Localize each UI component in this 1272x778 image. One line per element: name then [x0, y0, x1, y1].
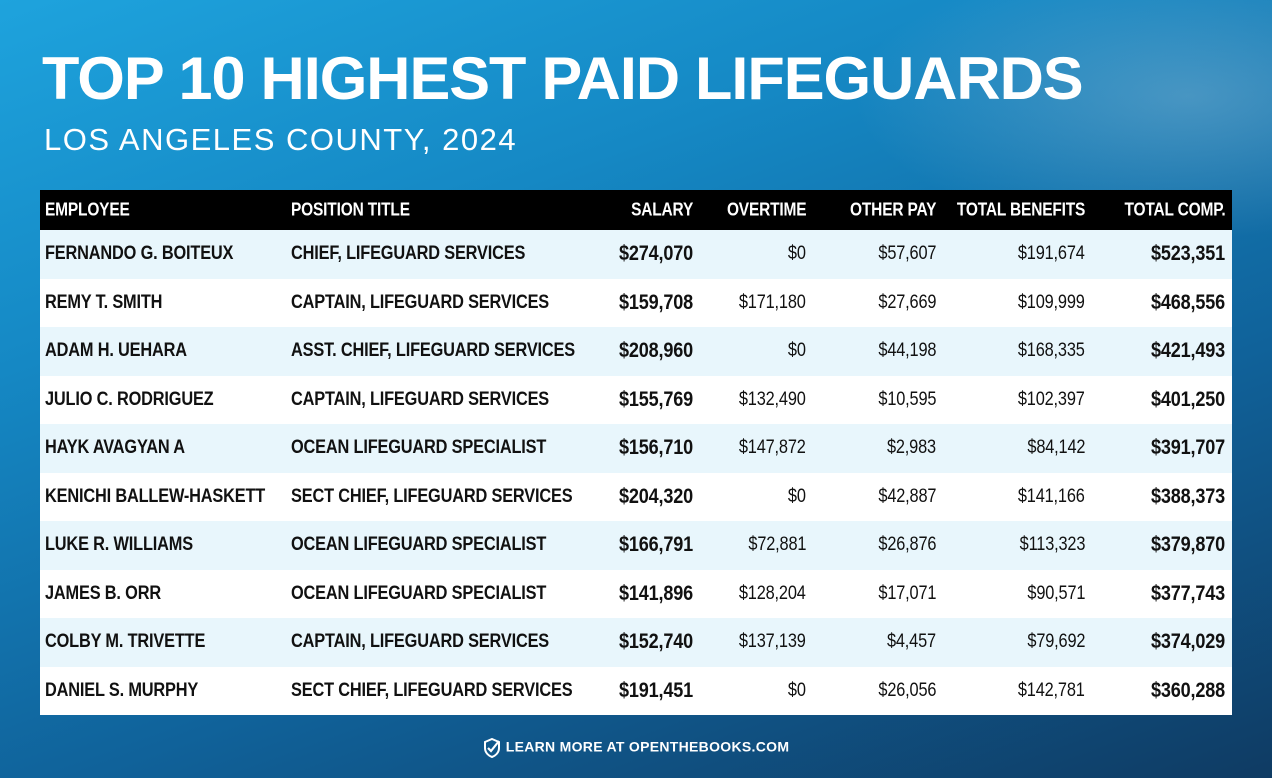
- cell-salary: $141,896: [619, 581, 693, 605]
- cell-total-comp: $377,743: [1151, 581, 1225, 605]
- table-row: ADAM H. UEHARA ASST. CHIEF, LIFEGUARD SER…: [40, 327, 1232, 376]
- cell-total-comp: $374,029: [1151, 630, 1225, 654]
- cell-total-benefits: $102,397: [1018, 388, 1085, 410]
- cell-total-comp: $379,870: [1151, 533, 1225, 557]
- cell-overtime: $132,490: [739, 388, 806, 410]
- cell-other-pay: $27,669: [878, 291, 936, 313]
- cell-salary: $208,960: [619, 339, 693, 363]
- table-row: COLBY M. TRIVETTE CAPTAIN, LIFEGUARD SERV…: [40, 618, 1232, 667]
- cell-salary: $166,791: [619, 533, 693, 557]
- column-header-other-pay: OTHER PAY: [849, 199, 936, 220]
- cell-position: ASST. CHIEF, LIFEGUARD SERVICES: [291, 340, 576, 362]
- cell-total-benefits: $141,166: [1018, 485, 1085, 507]
- cell-total-benefits: $168,335: [1018, 340, 1085, 362]
- footer-text: LEARN MORE AT OPENTHEBOOKS.COM: [505, 738, 790, 755]
- cell-total-benefits: $109,999: [1018, 291, 1085, 313]
- cell-position: OCEAN LIFEGUARD SPECIALIST: [291, 437, 547, 459]
- cell-employee: KENICHI BALLEW-HASKETT: [45, 485, 266, 507]
- cell-position: OCEAN LIFEGUARD SPECIALIST: [291, 534, 547, 556]
- cell-salary: $155,769: [619, 387, 693, 411]
- column-header-total-comp: TOTAL COMP.: [1123, 199, 1225, 220]
- column-header-employee: EMPLOYEE: [45, 199, 130, 220]
- cell-employee: ADAM H. UEHARA: [45, 340, 187, 362]
- cell-overtime: $0: [788, 679, 806, 701]
- cell-salary: $152,740: [619, 630, 693, 654]
- table-row: JAMES B. ORR OCEAN LIFEGUARD SPECIALIST $1…: [40, 569, 1232, 618]
- cell-position: CAPTAIN, LIFEGUARD SERVICES: [291, 631, 550, 653]
- cell-other-pay: $4,457: [887, 631, 936, 653]
- cell-overtime: $0: [788, 485, 806, 507]
- salary-table: EMPLOYEE POSITION TITLE SALARY OVERTIME …: [40, 190, 1232, 715]
- cell-employee: COLBY M. TRIVETTE: [45, 631, 206, 653]
- cell-total-benefits: $113,323: [1019, 534, 1085, 556]
- cell-total-comp: $391,707: [1151, 436, 1225, 460]
- column-header-overtime: OVERTIME: [726, 199, 807, 220]
- cell-total-comp: $401,250: [1151, 387, 1225, 411]
- cell-total-comp: $360,288: [1151, 678, 1225, 702]
- cell-salary: $204,320: [619, 484, 693, 508]
- cell-position: SECT CHIEF, LIFEGUARD SERVICES: [291, 679, 573, 701]
- cell-salary: $159,708: [619, 290, 693, 314]
- cell-employee: FERNANDO G. BOITEUX: [45, 243, 234, 265]
- cell-overtime: $72,881: [748, 534, 806, 556]
- cell-total-comp: $421,493: [1151, 339, 1225, 363]
- cell-total-benefits: $84,142: [1027, 437, 1085, 459]
- cell-position: CAPTAIN, LIFEGUARD SERVICES: [291, 291, 550, 313]
- cell-position: OCEAN LIFEGUARD SPECIALIST: [291, 582, 547, 604]
- table-row: KENICHI BALLEW-HASKETT SECT CHIEF, LIFEGU…: [40, 472, 1232, 521]
- cell-total-comp: $388,373: [1151, 484, 1225, 508]
- cell-total-comp: $468,556: [1151, 290, 1225, 314]
- table-row: HAYK AVAGYAN A OCEAN LIFEGUARD SPECIALIST…: [40, 424, 1232, 473]
- cell-overtime: $147,872: [739, 437, 806, 459]
- table-row: LUKE R. WILLIAMS OCEAN LIFEGUARD SPECIALI…: [40, 521, 1232, 570]
- shield-check-icon: [483, 737, 506, 759]
- cell-total-benefits: $142,781: [1018, 679, 1085, 701]
- table-header-row: EMPLOYEE POSITION TITLE SALARY OVERTIME …: [40, 190, 1232, 230]
- cell-salary: $156,710: [619, 436, 693, 460]
- cell-other-pay: $42,887: [878, 485, 936, 507]
- cell-total-benefits: $90,571: [1027, 582, 1085, 604]
- table-row: JULIO C. RODRIGUEZ CAPTAIN, LIFEGUARD SER…: [40, 375, 1232, 424]
- cell-other-pay: $26,056: [878, 679, 936, 701]
- footer-link[interactable]: LEARN MORE AT OPENTHEBOOKS.COM: [0, 737, 1272, 759]
- cell-employee: LUKE R. WILLIAMS: [45, 534, 193, 556]
- cell-other-pay: $10,595: [878, 388, 936, 410]
- cell-employee: REMY T. SMITH: [45, 291, 163, 313]
- cell-salary: $274,070: [619, 242, 693, 266]
- cell-other-pay: $44,198: [878, 340, 936, 362]
- cell-overtime: $0: [788, 243, 806, 265]
- cell-position: SECT CHIEF, LIFEGUARD SERVICES: [291, 485, 573, 507]
- cell-employee: HAYK AVAGYAN A: [45, 437, 185, 459]
- cell-other-pay: $2,983: [887, 437, 936, 459]
- cell-total-benefits: $191,674: [1018, 243, 1085, 265]
- column-header-total-benefits: TOTAL BENEFITS: [956, 199, 1086, 220]
- cell-overtime: $0: [788, 340, 806, 362]
- column-header-position: POSITION TITLE: [291, 199, 410, 220]
- column-header-salary: SALARY: [630, 199, 693, 220]
- table-row: REMY T. SMITH CAPTAIN, LIFEGUARD SERVICES…: [40, 278, 1232, 327]
- cell-total-benefits: $79,692: [1027, 631, 1085, 653]
- cell-salary: $191,451: [619, 678, 693, 702]
- table-row: DANIEL S. MURPHY SECT CHIEF, LIFEGUARD SE…: [40, 666, 1232, 715]
- cell-overtime: $137,139: [739, 631, 806, 653]
- cell-position: CAPTAIN, LIFEGUARD SERVICES: [291, 388, 550, 410]
- cell-total-comp: $523,351: [1151, 242, 1225, 266]
- cell-other-pay: $26,876: [878, 534, 936, 556]
- table-row: FERNANDO G. BOITEUX CHIEF, LIFEGUARD SERV…: [40, 230, 1232, 279]
- cell-position: CHIEF, LIFEGUARD SERVICES: [291, 243, 526, 265]
- page-subtitle: LOS ANGELES COUNTY, 2024: [44, 122, 518, 157]
- cell-overtime: $171,180: [739, 291, 806, 313]
- cell-other-pay: $57,607: [878, 243, 936, 265]
- page-title: TOP 10 HIGHEST PAID LIFEGUARDS: [42, 45, 1084, 112]
- cell-employee: JAMES B. ORR: [45, 582, 161, 604]
- cell-overtime: $128,204: [739, 582, 806, 604]
- cell-employee: DANIEL S. MURPHY: [45, 679, 199, 701]
- cell-employee: JULIO C. RODRIGUEZ: [45, 388, 214, 410]
- cell-other-pay: $17,071: [878, 582, 936, 604]
